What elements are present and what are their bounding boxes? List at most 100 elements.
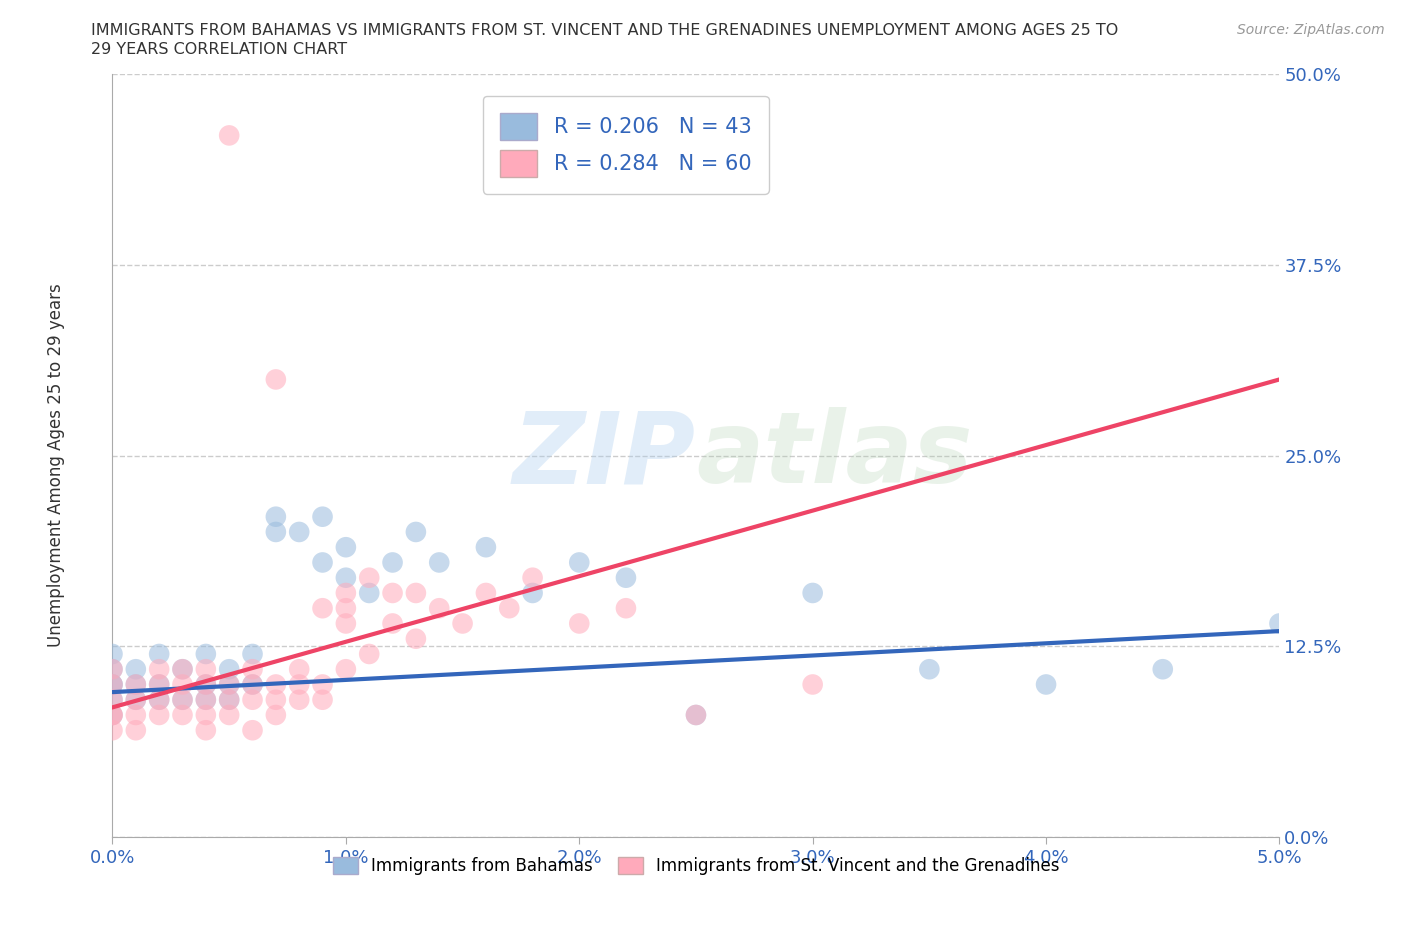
Point [405, 525, 427, 539]
Point [288, 677, 311, 692]
Point [218, 692, 240, 707]
Point [335, 586, 357, 601]
Point [335, 616, 357, 631]
Point [218, 708, 240, 723]
Point [194, 646, 217, 661]
Point [311, 555, 333, 570]
Point [801, 677, 824, 692]
Point [125, 692, 148, 707]
Point [264, 372, 287, 387]
Point [242, 692, 264, 707]
Point [1268, 616, 1291, 631]
Point [218, 677, 240, 692]
Point [101, 677, 124, 692]
Point [311, 692, 333, 707]
Point [242, 677, 264, 692]
Point [242, 662, 264, 677]
Point [148, 662, 170, 677]
Point [311, 601, 333, 616]
Point [288, 525, 311, 539]
Point [685, 708, 707, 723]
Point [125, 708, 148, 723]
Point [568, 616, 591, 631]
Point [101, 708, 124, 723]
Point [125, 723, 148, 737]
Point [242, 677, 264, 692]
Point [311, 510, 333, 525]
Point [172, 677, 194, 692]
Point [172, 662, 194, 677]
Point [218, 692, 240, 707]
Point [101, 692, 124, 707]
Point [522, 586, 544, 601]
Point [381, 586, 404, 601]
Point [218, 128, 240, 143]
Text: Source: ZipAtlas.com: Source: ZipAtlas.com [1237, 23, 1385, 37]
Point [194, 677, 217, 692]
Point [148, 692, 170, 707]
Point [614, 570, 637, 585]
Point [148, 708, 170, 723]
Point [125, 677, 148, 692]
Text: ZIP: ZIP [513, 407, 696, 504]
Point [194, 723, 217, 737]
Point [685, 708, 707, 723]
Point [614, 601, 637, 616]
Text: Unemployment Among Ages 25 to 29 years: Unemployment Among Ages 25 to 29 years [48, 283, 65, 647]
Point [264, 708, 287, 723]
Point [311, 677, 333, 692]
Point [148, 646, 170, 661]
Point [335, 662, 357, 677]
Point [522, 570, 544, 585]
Point [381, 616, 404, 631]
Point [101, 677, 124, 692]
Point [148, 677, 170, 692]
Point [172, 662, 194, 677]
Point [101, 662, 124, 677]
Point [194, 692, 217, 707]
Point [264, 677, 287, 692]
Point [101, 677, 124, 692]
Point [288, 662, 311, 677]
Point [264, 525, 287, 539]
Point [475, 586, 498, 601]
Point [242, 723, 264, 737]
Point [125, 677, 148, 692]
Text: atlas: atlas [696, 407, 973, 504]
Point [101, 723, 124, 737]
Point [801, 586, 824, 601]
Point [172, 692, 194, 707]
Point [359, 570, 381, 585]
Point [359, 586, 381, 601]
Point [101, 692, 124, 707]
Point [172, 692, 194, 707]
Point [405, 586, 427, 601]
Point [194, 708, 217, 723]
Point [148, 677, 170, 692]
Point [475, 539, 498, 554]
Point [1152, 662, 1174, 677]
Point [194, 677, 217, 692]
Point [405, 631, 427, 646]
Point [148, 692, 170, 707]
Point [264, 510, 287, 525]
Point [568, 555, 591, 570]
Point [451, 616, 474, 631]
Point [194, 662, 217, 677]
Point [427, 601, 450, 616]
Point [218, 662, 240, 677]
Point [264, 692, 287, 707]
Text: IMMIGRANTS FROM BAHAMAS VS IMMIGRANTS FROM ST. VINCENT AND THE GRENADINES UNEMPL: IMMIGRANTS FROM BAHAMAS VS IMMIGRANTS FR… [91, 23, 1119, 38]
Legend: Immigrants from Bahamas, Immigrants from St. Vincent and the Grenadines: Immigrants from Bahamas, Immigrants from… [326, 851, 1066, 882]
Point [498, 601, 520, 616]
Point [381, 555, 404, 570]
Point [101, 708, 124, 723]
Point [101, 708, 124, 723]
Point [101, 662, 124, 677]
Point [125, 662, 148, 677]
Point [172, 708, 194, 723]
Point [194, 692, 217, 707]
Point [288, 692, 311, 707]
Point [335, 539, 357, 554]
Point [218, 677, 240, 692]
